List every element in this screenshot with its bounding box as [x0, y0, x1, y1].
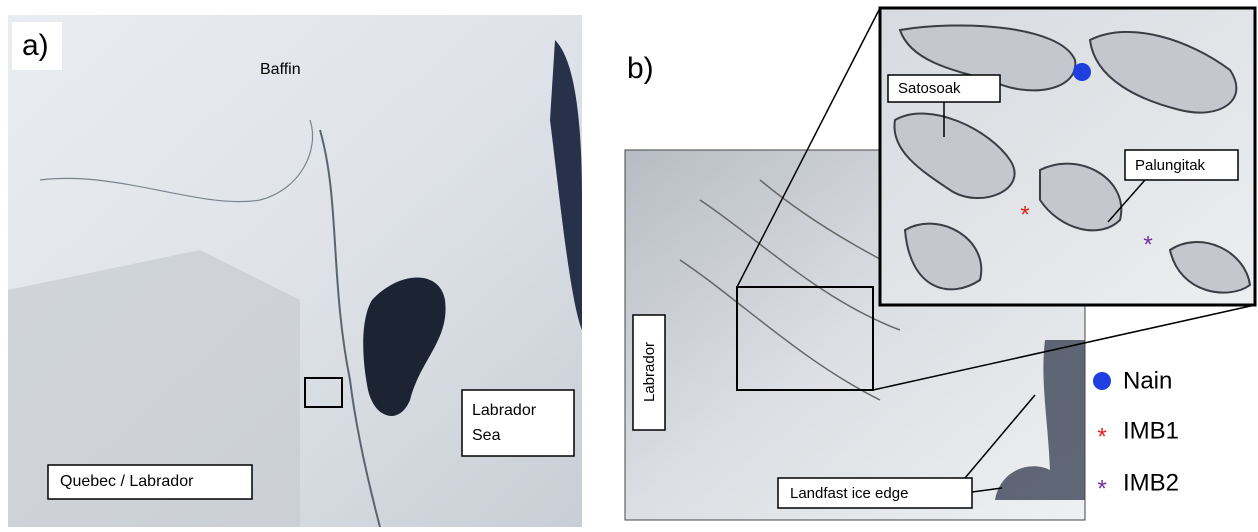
- place-label: Baffin: [260, 61, 301, 78]
- panel-b: b) Labrador Landfast ice edge Satosoak P…: [625, 8, 1255, 520]
- place-label: Palungitak: [1135, 157, 1206, 174]
- place-label: Satosoak: [898, 80, 961, 97]
- label-box: [462, 390, 574, 456]
- legend-label: IMB1: [1123, 417, 1179, 444]
- legend-marker: *: [1097, 475, 1106, 502]
- legend-label: Nain: [1123, 367, 1172, 394]
- figure: a) Baffin Labrador Sea Quebec / Labrador…: [0, 0, 1258, 527]
- place-label: Quebec / Labrador: [60, 473, 194, 490]
- imb2-marker: *: [1143, 231, 1152, 258]
- legend-marker: *: [1097, 423, 1106, 450]
- panel-a: a) Baffin Labrador Sea Quebec / Labrador: [8, 15, 582, 527]
- panel-label: a): [22, 29, 49, 62]
- panel-label: b): [627, 52, 654, 85]
- place-label: Labrador: [472, 402, 537, 419]
- legend-marker: [1093, 372, 1111, 390]
- place-label: Landfast ice edge: [790, 485, 908, 502]
- legend-label: IMB2: [1123, 469, 1179, 496]
- imb1-marker: *: [1020, 201, 1029, 228]
- place-label: Sea: [472, 427, 501, 444]
- nain-marker: [1073, 63, 1091, 81]
- place-label: Labrador: [641, 342, 658, 402]
